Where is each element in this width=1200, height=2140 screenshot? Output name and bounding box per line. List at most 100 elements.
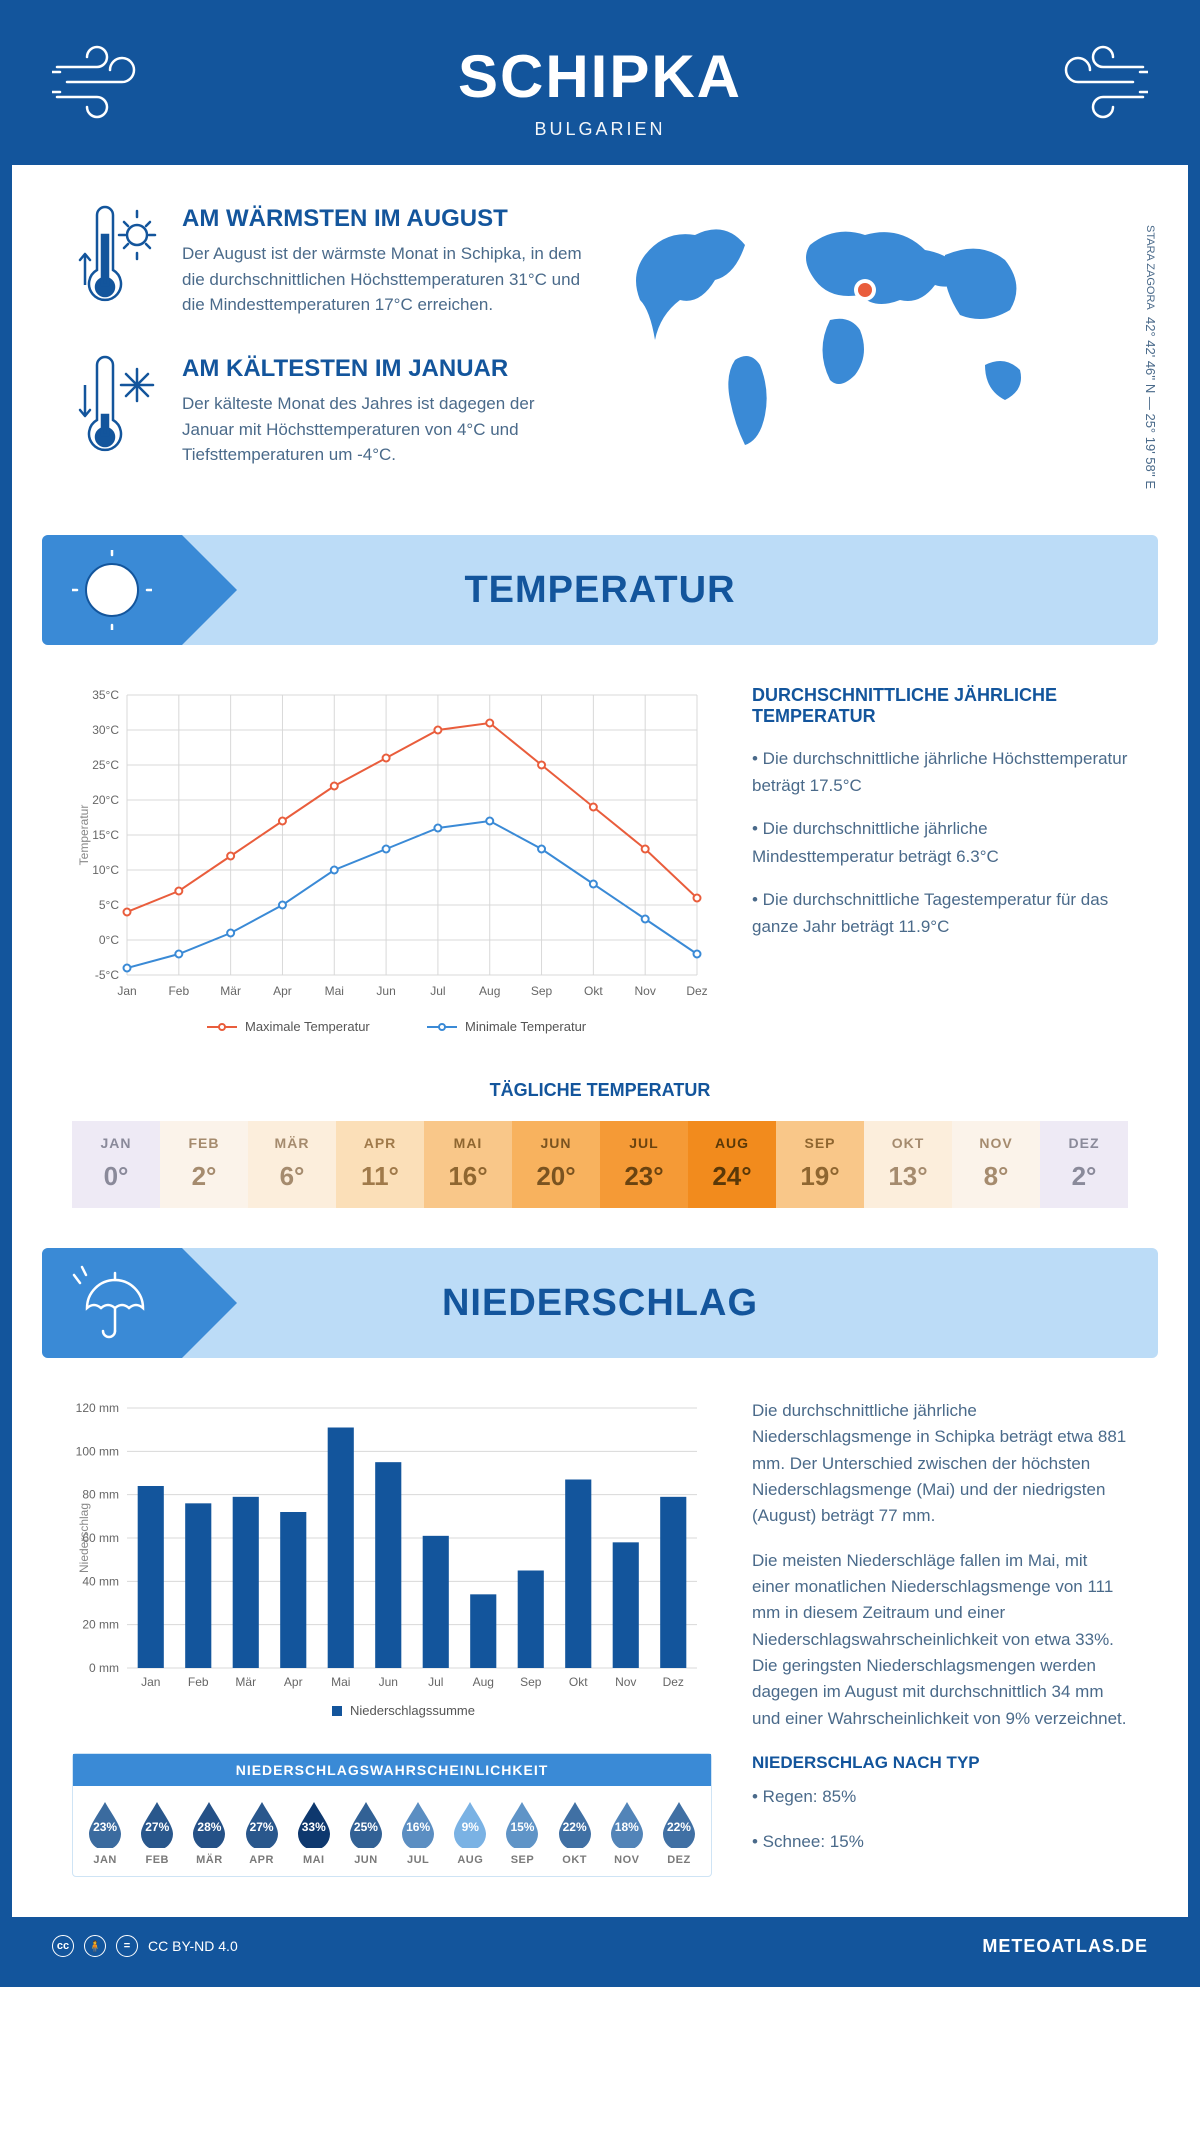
- precip-type-item: • Schnee: 15%: [752, 1829, 1128, 1855]
- wind-icon: [52, 42, 172, 127]
- coldest-block: AM KÄLTESTEN IM JANUAR Der kälteste Mona…: [72, 355, 585, 470]
- coldest-text: Der kälteste Monat des Jahres ist dagege…: [182, 391, 585, 468]
- daily-temp-cell: OKT13°: [864, 1121, 952, 1208]
- coldest-title: AM KÄLTESTEN IM JANUAR: [182, 355, 585, 383]
- precip-paragraph: Die meisten Niederschläge fallen im Mai,…: [752, 1548, 1128, 1732]
- daily-temp-cell: SEP19°: [776, 1121, 864, 1208]
- svg-text:Temperatur: Temperatur: [77, 805, 91, 866]
- raindrop-icon: 18%: [607, 1800, 647, 1848]
- daily-temp-cell: APR11°: [336, 1121, 424, 1208]
- precip-paragraph: Die durchschnittliche jährliche Niedersc…: [752, 1398, 1128, 1530]
- raindrop-icon: 28%: [189, 1800, 229, 1848]
- prob-drop-cell: 22%OKT: [549, 1800, 601, 1866]
- precipitation-section-header: NIEDERSCHLAG: [42, 1248, 1158, 1358]
- precipitation-bar-chart: 0 mm20 mm40 mm60 mm80 mm100 mm120 mmJanF…: [72, 1398, 712, 1733]
- prob-drop-cell: 18%NOV: [601, 1800, 653, 1866]
- svg-text:120 mm: 120 mm: [76, 1401, 119, 1415]
- svg-text:Jul: Jul: [430, 984, 445, 998]
- daily-title: TÄGLICHE TEMPERATUR: [72, 1080, 1128, 1101]
- daily-temp-cell: MAI16°: [424, 1121, 512, 1208]
- daily-temp-cell: FEB2°: [160, 1121, 248, 1208]
- raindrop-icon: 9%: [450, 1800, 490, 1848]
- svg-text:Aug: Aug: [473, 1675, 494, 1689]
- warmest-title: AM WÄRMSTEN IM AUGUST: [182, 205, 585, 233]
- sun-icon: [72, 550, 152, 635]
- footer: cc 🧍 = CC BY-ND 4.0 METEOATLAS.DE: [12, 1917, 1188, 1975]
- city-title: SCHIPKA: [32, 42, 1168, 111]
- svg-text:Jul: Jul: [428, 1675, 443, 1689]
- prob-drop-cell: 28%MÄR: [183, 1800, 235, 1866]
- precip-type-item: • Regen: 85%: [752, 1784, 1128, 1810]
- country-subtitle: BULGARIEN: [32, 119, 1168, 140]
- warmest-text: Der August ist der wärmste Monat in Schi…: [182, 241, 585, 318]
- svg-text:35°C: 35°C: [92, 688, 119, 702]
- svg-text:30°C: 30°C: [92, 723, 119, 737]
- intro-section: AM WÄRMSTEN IM AUGUST Der August ist der…: [12, 165, 1188, 535]
- svg-text:Niederschlag: Niederschlag: [77, 1503, 91, 1573]
- daily-temp-cell: MÄR6°: [248, 1121, 336, 1208]
- svg-text:15°C: 15°C: [92, 828, 119, 842]
- temp-bullet: • Die durchschnittliche jährliche Höchst…: [752, 745, 1128, 799]
- prob-drop-cell: 15%SEP: [496, 1800, 548, 1866]
- precip-type-title: NIEDERSCHLAG NACH TYP: [752, 1750, 1128, 1776]
- svg-text:Okt: Okt: [584, 984, 603, 998]
- svg-text:20 mm: 20 mm: [82, 1618, 119, 1632]
- prob-drop-cell: 27%FEB: [131, 1800, 183, 1866]
- svg-text:Apr: Apr: [273, 984, 292, 998]
- prob-title: NIEDERSCHLAGSWAHRSCHEINLICHKEIT: [73, 1754, 711, 1786]
- raindrop-icon: 23%: [85, 1800, 125, 1848]
- warmest-block: AM WÄRMSTEN IM AUGUST Der August ist der…: [72, 205, 585, 320]
- by-icon: 🧍: [84, 1935, 106, 1957]
- nd-icon: =: [116, 1935, 138, 1957]
- temp-text-title: DURCHSCHNITTLICHE JÄHRLICHE TEMPERATUR: [752, 685, 1128, 727]
- umbrella-icon: [72, 1263, 152, 1348]
- svg-text:Dez: Dez: [686, 984, 707, 998]
- svg-text:Nov: Nov: [635, 984, 656, 998]
- svg-text:Aug: Aug: [479, 984, 500, 998]
- svg-text:Jan: Jan: [117, 984, 136, 998]
- prob-drop-cell: 22%DEZ: [653, 1800, 705, 1866]
- prob-drop-cell: 23%JAN: [79, 1800, 131, 1866]
- raindrop-icon: 15%: [502, 1800, 542, 1848]
- svg-text:Mai: Mai: [325, 984, 344, 998]
- thermometer-cold-icon: [72, 355, 162, 470]
- temperature-section-header: TEMPERATUR: [42, 535, 1158, 645]
- precipitation-probability-box: NIEDERSCHLAGSWAHRSCHEINLICHKEIT 23%JAN 2…: [72, 1753, 712, 1877]
- svg-text:Okt: Okt: [569, 1675, 588, 1689]
- svg-text:Jun: Jun: [379, 1675, 398, 1689]
- world-map: [615, 205, 1128, 465]
- svg-text:Jun: Jun: [376, 984, 395, 998]
- svg-text:Nov: Nov: [615, 1675, 636, 1689]
- temp-bullet: • Die durchschnittliche jährliche Mindes…: [752, 815, 1128, 869]
- svg-text:0°C: 0°C: [99, 933, 119, 947]
- raindrop-icon: 27%: [137, 1800, 177, 1848]
- page: SCHIPKA BULGARIEN AM WÄRMSTEN I: [0, 0, 1200, 1987]
- svg-text:-5°C: -5°C: [95, 968, 119, 982]
- svg-text:25°C: 25°C: [92, 758, 119, 772]
- daily-temperature-table: TÄGLICHE TEMPERATUR JAN0°FEB2°MÄR6°APR11…: [12, 1070, 1188, 1248]
- svg-text:Jan: Jan: [141, 1675, 160, 1689]
- thermometer-hot-icon: [72, 205, 162, 320]
- raindrop-icon: 25%: [346, 1800, 386, 1848]
- svg-text:Feb: Feb: [188, 1675, 209, 1689]
- temp-bullet: • Die durchschnittliche Tagestemperatur …: [752, 886, 1128, 940]
- prob-drop-cell: 27%APR: [236, 1800, 288, 1866]
- svg-text:Sep: Sep: [520, 1675, 542, 1689]
- header: SCHIPKA BULGARIEN: [12, 12, 1188, 165]
- svg-text:10°C: 10°C: [92, 863, 119, 877]
- daily-temp-cell: JUL23°: [600, 1121, 688, 1208]
- raindrop-icon: 22%: [659, 1800, 699, 1848]
- daily-temp-cell: JAN0°: [72, 1121, 160, 1208]
- svg-text:Mär: Mär: [235, 1675, 256, 1689]
- wind-icon: [1028, 42, 1148, 127]
- raindrop-icon: 22%: [555, 1800, 595, 1848]
- daily-temp-cell: JUN20°: [512, 1121, 600, 1208]
- raindrop-icon: 16%: [398, 1800, 438, 1848]
- svg-text:Feb: Feb: [168, 984, 189, 998]
- raindrop-icon: 33%: [294, 1800, 334, 1848]
- temperature-line-chart: -5°C0°C5°C10°C15°C20°C25°C30°C35°CJanFeb…: [72, 685, 712, 1050]
- prob-drop-cell: 9%AUG: [444, 1800, 496, 1866]
- svg-text:40 mm: 40 mm: [82, 1574, 119, 1588]
- daily-temp-cell: NOV8°: [952, 1121, 1040, 1208]
- coordinates: STARA ZAGORA 42° 42' 46'' N — 25° 19' 58…: [1143, 225, 1158, 489]
